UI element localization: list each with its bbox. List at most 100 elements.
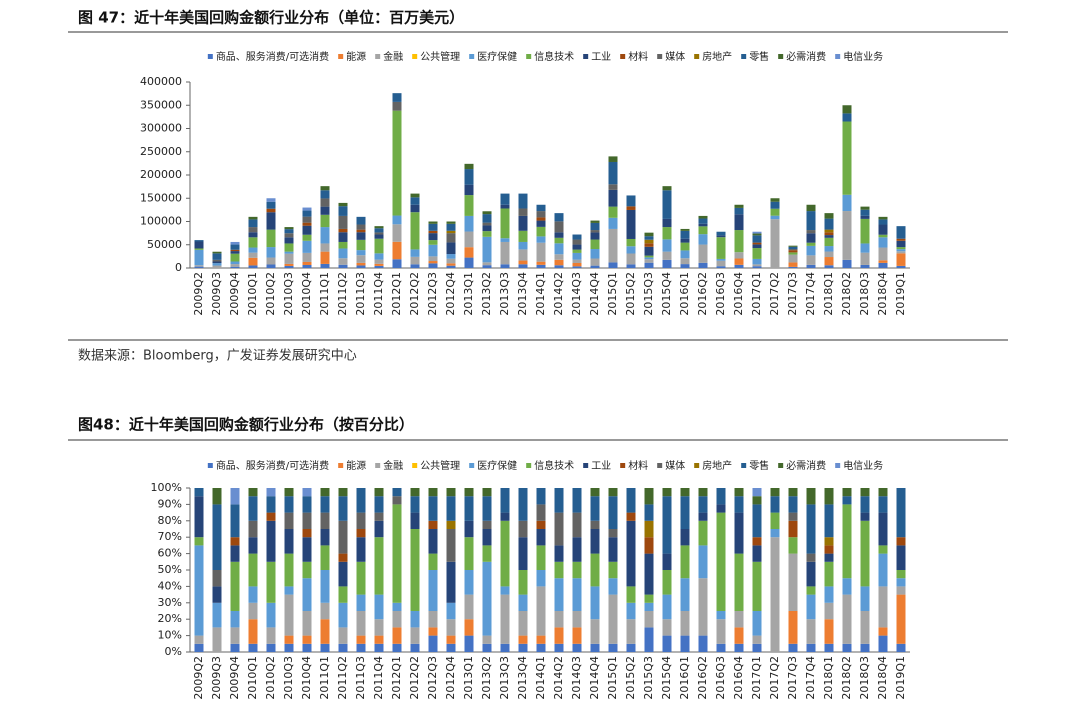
y-tick-label: 400000 xyxy=(140,75,182,88)
bar-segment xyxy=(626,488,636,513)
x-tick-label: 2013Q1 xyxy=(462,272,475,316)
bar-segment xyxy=(464,635,474,652)
bar-segment xyxy=(266,229,276,248)
bar-segment xyxy=(626,238,636,247)
bar-segment xyxy=(752,537,762,546)
chart-title: 图48：近十年美国回购金额行业分布（按百分比） xyxy=(78,416,414,434)
bar-segment xyxy=(572,537,582,562)
bar-segment xyxy=(320,545,330,570)
bar-segment xyxy=(662,239,672,252)
bar-segment xyxy=(428,221,438,224)
bar-segment xyxy=(338,264,348,268)
bar-segment xyxy=(320,643,330,652)
bar-segment xyxy=(536,204,546,212)
x-tick-label: 2009Q3 xyxy=(210,656,223,700)
bar-segment xyxy=(284,237,294,244)
bar-segment xyxy=(266,198,276,202)
bar-segment xyxy=(428,240,438,245)
bar-segment xyxy=(230,261,240,265)
bar-segment xyxy=(248,232,258,238)
x-tick-label: 2011Q4 xyxy=(372,272,385,316)
bar-segment xyxy=(464,257,474,268)
bar-segment xyxy=(410,529,420,611)
x-tick-label: 2012Q3 xyxy=(426,656,439,700)
bar-segment xyxy=(572,252,582,260)
bar-segment xyxy=(896,265,906,268)
bar-segment xyxy=(554,265,564,268)
bar-segment xyxy=(806,230,816,234)
x-tick-label: 2012Q4 xyxy=(444,272,457,316)
bar-segment xyxy=(194,266,204,268)
bar-segment xyxy=(590,220,600,223)
bar-segment xyxy=(572,249,582,253)
bar-segment xyxy=(662,570,672,595)
x-tick-label: 2010Q2 xyxy=(264,272,277,316)
bar-segment xyxy=(338,248,348,259)
legend-label: 必需消费 xyxy=(786,50,826,63)
bar-segment xyxy=(698,488,708,497)
bar-segment xyxy=(680,228,690,231)
bar-segment xyxy=(374,643,384,652)
bar-segment xyxy=(896,488,906,538)
bar-segment xyxy=(806,204,816,212)
bar-segment xyxy=(572,266,582,268)
bar-segment xyxy=(248,265,258,268)
bar-segment xyxy=(590,230,600,233)
bar-segment xyxy=(248,619,258,644)
bar-segment xyxy=(896,226,906,239)
x-tick-label: 2011Q1 xyxy=(318,272,331,316)
legend-label: 材料 xyxy=(628,50,648,63)
legend-swatch xyxy=(835,463,841,468)
bar-segment xyxy=(446,233,456,243)
bar-segment xyxy=(698,226,708,235)
bar-segment xyxy=(446,242,456,255)
source-note: 数据来源：Bloomberg，广发证券发展研究中心 xyxy=(78,348,357,364)
bar-segment xyxy=(500,586,510,595)
bar-segment xyxy=(842,259,852,268)
bar-segment xyxy=(842,504,852,579)
y-tick-label: 30% xyxy=(158,596,182,609)
bar-segment xyxy=(626,643,636,652)
x-tick-label: 2019Q1 xyxy=(894,272,907,316)
bar-segment xyxy=(860,218,870,244)
x-tick-label: 2018Q1 xyxy=(822,272,835,316)
bar-segment xyxy=(266,561,276,603)
y-tick-label: 50000 xyxy=(147,238,182,251)
bar-segment xyxy=(896,545,906,570)
bar-segment xyxy=(518,249,528,261)
y-tick-label: 300000 xyxy=(140,122,182,135)
bar-segment xyxy=(446,221,456,224)
bar-segment xyxy=(662,190,672,219)
bar-segment xyxy=(824,237,834,247)
bar-segment xyxy=(320,190,330,199)
x-tick-label: 2011Q1 xyxy=(318,656,331,700)
bar-segment xyxy=(338,228,348,233)
legend-label: 零售 xyxy=(749,459,769,472)
bar-segment xyxy=(734,643,744,652)
bar-segment xyxy=(518,193,528,209)
bar-segment xyxy=(842,594,852,644)
bar-segment xyxy=(338,553,348,562)
legend-swatch xyxy=(469,463,475,468)
bar-segment xyxy=(788,488,798,497)
x-tick-label: 2018Q1 xyxy=(822,656,835,700)
bar-segment xyxy=(302,252,312,262)
bar-segment xyxy=(608,189,618,207)
legend-swatch xyxy=(375,54,381,59)
bar-segment xyxy=(230,561,240,611)
bar-segment xyxy=(518,594,528,611)
legend-swatch xyxy=(778,54,784,59)
bar-segment xyxy=(590,265,600,268)
legend-label: 商品、服务消费/可选消费 xyxy=(216,50,329,63)
bar-segment xyxy=(626,246,636,254)
y-tick-label: 250000 xyxy=(140,145,182,158)
x-tick-label: 2010Q4 xyxy=(300,272,313,316)
legend-swatch xyxy=(207,463,213,468)
bar-segment xyxy=(374,537,384,595)
bar-segment xyxy=(554,254,564,260)
legend-swatch xyxy=(412,54,418,59)
bar-segment xyxy=(680,258,690,265)
bar-segment xyxy=(374,253,384,260)
x-tick-label: 2017Q4 xyxy=(804,272,817,316)
legend-swatch xyxy=(469,54,475,59)
